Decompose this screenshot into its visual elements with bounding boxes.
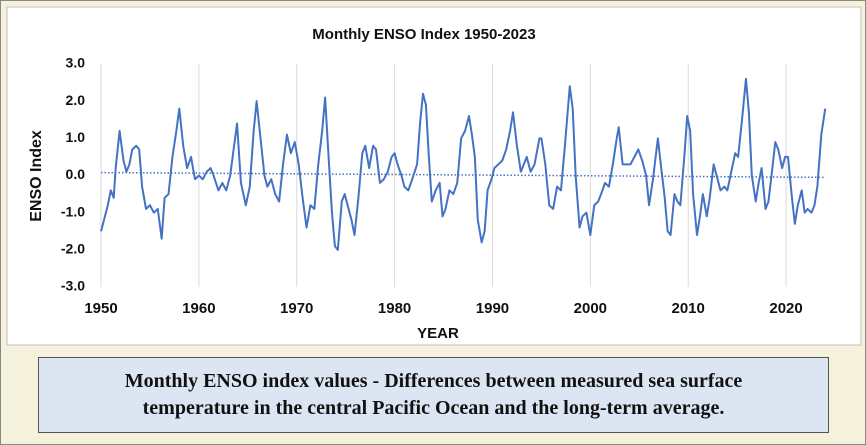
y-tick-label: -1.0 xyxy=(61,203,85,219)
x-tick-label: 1980 xyxy=(378,300,411,317)
y-tick-label: -2.0 xyxy=(61,241,85,257)
x-tick-label: 1950 xyxy=(84,300,117,317)
caption-line: temperature in the central Pacific Ocean… xyxy=(142,397,725,419)
y-tick-label: 1.0 xyxy=(66,129,86,145)
y-tick-label: 3.0 xyxy=(66,55,86,71)
x-tick-label: 1960 xyxy=(182,300,215,317)
x-tick-label: 1970 xyxy=(280,300,313,317)
x-tick-label: 2020 xyxy=(769,300,802,317)
x-axis-label: YEAR xyxy=(417,325,459,342)
x-tick-label: 2000 xyxy=(574,300,607,317)
x-tick-label: 2010 xyxy=(672,300,705,317)
x-tick-label: 1990 xyxy=(476,300,509,317)
data-line xyxy=(100,77,827,251)
chart-area xyxy=(6,6,862,346)
y-tick-label: 0.0 xyxy=(66,166,86,182)
chart: Monthly ENSO Index 1950-2023 ENSO Index … xyxy=(6,6,862,346)
y-tick-label: -3.0 xyxy=(61,278,85,294)
caption-line: Monthly ENSO index values - Differences … xyxy=(124,370,743,392)
y-tick-label: 2.0 xyxy=(66,92,86,108)
y-axis-label: ENSO Index xyxy=(28,130,45,222)
chart-title: Monthly ENSO Index 1950-2023 xyxy=(312,26,535,43)
caption: Monthly ENSO index values - Differences … xyxy=(38,357,829,433)
